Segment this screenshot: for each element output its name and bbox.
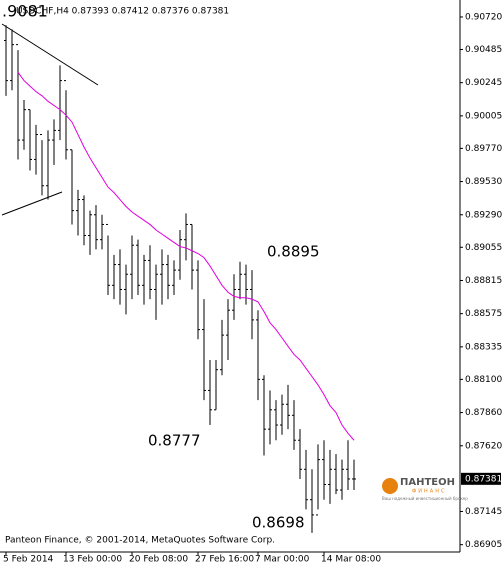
y-tick-label: 0.88815 [465, 276, 502, 286]
y-tick-label: 0.90720 [465, 12, 502, 22]
y-tick-label: 0.89770 [465, 144, 502, 154]
annotation: 0.8777 [148, 432, 201, 450]
y-tick-label: 0.88335 [465, 342, 502, 352]
y-tick-label: 0.88100 [465, 375, 502, 385]
last-price-label: 0.87381 [465, 474, 502, 484]
annotation: .9081 [2, 2, 48, 21]
footer: Panteon Finance, © 2001-2014, MetaQuotes… [5, 536, 275, 546]
annotation: 0.8698 [252, 514, 305, 532]
logo-icon [382, 478, 398, 494]
annotation: 0.8895 [267, 243, 320, 261]
trend-line [1, 191, 63, 216]
y-tick-label: 0.89055 [465, 243, 502, 253]
moving-average [17, 72, 355, 441]
last-price-box [461, 472, 501, 485]
x-tick-label: 13 Feb 00:00 [63, 555, 122, 565]
logo-sub: ФИНАНС [412, 489, 446, 495]
x-tick-label: 5 Feb 2014 [3, 555, 54, 565]
logo-name: ПАНТЕОН [400, 477, 455, 488]
header: USDCHF,H4 0.87393 0.87412 0.87376 0.8738… [16, 7, 229, 17]
y-tick-label: 0.90485 [465, 45, 502, 55]
y-tick-label: 0.87860 [465, 408, 502, 418]
y-tick-label: 0.87620 [465, 441, 502, 451]
logo: ПАНТЕОН ФИНАНС Ваш надежный инвестиционн… [382, 477, 468, 501]
y-tick-label: 0.89290 [465, 210, 502, 220]
y-tick-label: 0.86905 [465, 540, 502, 550]
x-tick-label: 20 Feb 08:00 [129, 555, 188, 565]
y-tick-label: 0.90005 [465, 111, 502, 121]
y-tick-label: 0.89530 [465, 177, 502, 187]
y-tick-label: 0.88575 [465, 309, 502, 319]
logo-tagline: Ваш надежный инвестиционный брокер [382, 496, 468, 501]
x-tick-label: 27 Feb 16:00 [195, 555, 254, 565]
y-tick-label: 0.90245 [465, 78, 502, 88]
trend-line [1, 23, 99, 86]
x-tick-label: 14 Mar 08:00 [321, 555, 381, 565]
x-tick-label: 7 Mar 00:00 [255, 555, 310, 565]
y-tick-label: 0.87145 [465, 507, 502, 517]
